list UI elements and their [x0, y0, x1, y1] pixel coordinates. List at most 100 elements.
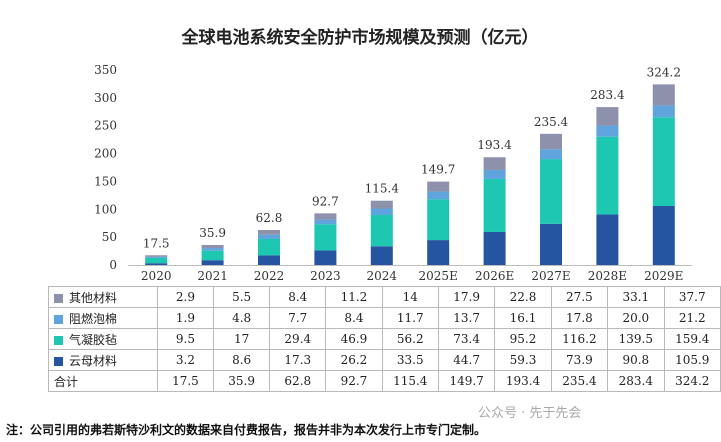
table-cell: 33.1 [607, 286, 665, 308]
table-cell: 46.9 [325, 328, 383, 350]
bar-segment-4 [314, 213, 337, 220]
bar-segment-3 [652, 105, 675, 118]
y-tick-label: 350 [94, 63, 117, 77]
y-tick-label: 50 [102, 230, 117, 244]
table-cell: 116.2 [550, 328, 609, 350]
total-label: 283.4 [590, 88, 625, 102]
table-cell: 17.5 [156, 370, 215, 392]
bar-segment-1 [314, 250, 337, 265]
bar-segment-2 [540, 159, 562, 224]
table-cell: 283.4 [607, 370, 665, 392]
table-cell: 105.9 [663, 349, 721, 371]
bar-segment-1 [145, 263, 168, 265]
table-cell: 159.4 [663, 328, 721, 350]
table-cell: 324.2 [663, 370, 721, 392]
table-cell: 21.2 [663, 307, 721, 329]
category-label: 2029E [644, 269, 683, 283]
bar-segment-2 [427, 199, 450, 241]
bar-segment-2 [483, 178, 506, 232]
bar-segment-4 [483, 157, 506, 170]
table-cell: 115.4 [381, 370, 439, 392]
legend-label: 其他材料 [69, 290, 118, 305]
table-cell: 62.8 [269, 370, 327, 392]
category-label: 2021 [197, 269, 228, 283]
table-cell: 16.1 [494, 307, 552, 329]
table-cell: 8.4 [325, 307, 383, 329]
total-label: 115.4 [365, 182, 400, 196]
table-row: 气凝胶毡 9.5 17 29.4 46.9 56.2 73.4 95.2 116.2 139.5 1… [48, 328, 721, 350]
legend-swatch [54, 335, 63, 345]
bar-segment-2 [370, 215, 393, 247]
table-cell: 9.5 [156, 328, 215, 350]
table-cell: 35.9 [213, 370, 271, 392]
total-label: 62.8 [256, 211, 283, 225]
legend-label: 气凝胶毡 [69, 332, 118, 347]
table-row: 阻燃泡棉 1.9 4.8 7.7 8.4 11.7 13.7 16.1 17.8 20.0 21.2 [48, 307, 721, 329]
total-label: 235.4 [534, 115, 569, 129]
table-cell: 8.6 [213, 349, 271, 371]
table-row-total: 合计 17.5 35.9 62.8 92.7 115.4 149.7 193.4 235.4 28… [48, 370, 721, 392]
total-label: 149.7 [421, 163, 455, 177]
bar-segment-3 [596, 125, 619, 137]
watermark: 公众号 · 先于先会 [478, 406, 582, 421]
table-cell: 29.4 [269, 328, 327, 350]
bar-segment-3 [483, 169, 506, 179]
bar-segment-4 [201, 244, 224, 249]
category-label: 2020 [141, 269, 172, 283]
table-cell: 11.2 [325, 286, 383, 308]
table-cell: 26.2 [325, 349, 383, 371]
table-cell: 44.7 [437, 349, 496, 371]
bar-segment-3 [370, 208, 393, 216]
bar-segment-1 [540, 223, 562, 265]
table-cell: 92.7 [325, 370, 383, 392]
table-cell: 59.3 [494, 349, 552, 371]
table-cell: 1.9 [156, 307, 215, 329]
series-name-cell: 云母材料 [48, 349, 158, 371]
bar-segment-1 [201, 260, 224, 265]
table-cell: 13.7 [437, 307, 496, 329]
bar-segment-1 [258, 255, 280, 265]
category-label: 2023 [310, 269, 341, 283]
series-name-cell: 气凝胶毡 [48, 328, 158, 350]
y-tick-label: 100 [94, 202, 117, 216]
table-row: 云母材料 3.2 8.6 17.3 26.2 33.5 44.7 59.3 73.9 90.8 10… [48, 349, 721, 371]
table-cell: 27.5 [550, 286, 609, 308]
bar-segment-4 [145, 255, 168, 257]
bar-segment-2 [652, 117, 675, 206]
bar-segment-4 [370, 200, 393, 209]
legend-swatch [54, 356, 63, 366]
bar-segment-3 [540, 149, 562, 160]
bar-segment-2 [145, 257, 168, 264]
category-label: 2024 [367, 269, 398, 283]
y-tick-label: 0 [109, 258, 117, 272]
legend-label: 云母材料 [69, 353, 118, 368]
bar-segment-1 [652, 205, 675, 265]
y-tick-label: 200 [94, 147, 117, 161]
bar-segment-4 [652, 84, 675, 106]
total-label: 324.2 [647, 65, 681, 79]
table-cell: 17.3 [269, 349, 327, 371]
table-cell: 235.4 [550, 370, 609, 392]
table-cell: 2.9 [156, 286, 215, 308]
bar-segment-3 [427, 191, 450, 200]
bar-segment-1 [370, 246, 393, 265]
total-label: 35.9 [199, 226, 226, 240]
legend-swatch [54, 314, 63, 324]
table-cell: 17.8 [550, 307, 609, 329]
total-label: 193.4 [477, 138, 512, 152]
table-cell: 17 [213, 328, 271, 350]
table-cell: 17.9 [437, 286, 496, 308]
series-name-cell: 其他材料 [48, 286, 158, 308]
legend-label: 阻燃泡棉 [69, 311, 118, 326]
table-cell: 73.9 [550, 349, 609, 371]
table-cell: 14 [381, 286, 439, 308]
bar-segment-4 [427, 181, 450, 192]
table-row: 其他材料 2.9 5.5 8.4 11.2 14 17.9 22.8 27.5 33.1 37.7 [48, 286, 721, 308]
y-tick-label: 150 [94, 174, 117, 188]
bar-segment-3 [314, 219, 337, 225]
chart-title: 全球电池系统安全防护市场规模及预测（亿元） [181, 27, 539, 48]
category-label: 2026E [475, 269, 514, 283]
bar-segment-1 [596, 214, 619, 265]
table-cell: 56.2 [381, 328, 439, 350]
table-cell: 11.7 [381, 307, 439, 329]
